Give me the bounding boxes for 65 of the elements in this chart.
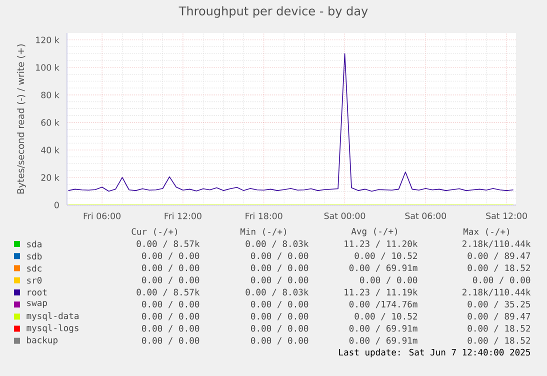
x-tick-label: Sat 06:00 <box>405 212 446 220</box>
x-tick-label: Sat 00:00 <box>324 212 366 220</box>
legend-label: mysql-logs <box>26 324 78 333</box>
text: 11.23 / 11.20k <box>344 240 418 248</box>
text: 0.00 / 0.00 <box>142 300 200 308</box>
text: 2.18k/110.44k <box>462 240 531 248</box>
x-tick-label: Fri 06:00 <box>84 212 120 220</box>
text: 0.00 / 0.00 <box>142 276 200 284</box>
x-tick-label: Fri 12:00 <box>164 212 202 220</box>
text: 0.00 / 69.91m <box>349 264 418 272</box>
text: Min (-/+) <box>240 228 286 236</box>
text: 0.00 / 0.00 <box>251 264 308 272</box>
text: 0.00 / 0.00 <box>142 252 200 260</box>
y-tick-label: 60 k <box>41 119 60 126</box>
y-tick-label: 40 k <box>41 146 60 154</box>
y-tick-label: 120 k <box>36 36 60 44</box>
text: Avg (-/+) <box>351 228 398 236</box>
text: 0.00 / 18.52 <box>468 337 530 344</box>
text: 0.00 / 0.00 <box>251 252 308 260</box>
legend-label: root <box>28 289 47 296</box>
text: 0.00 / 89.47 <box>468 312 530 320</box>
legend-label: sdb <box>27 252 42 260</box>
text: Max (-/+) <box>464 228 510 236</box>
legend-label: swap <box>27 301 47 308</box>
text: 2.18k/110.44k <box>462 288 531 296</box>
text: Last update: Sat Jun 7 12:40:00 2025 <box>339 348 530 358</box>
y-tick-label: 20 k <box>41 174 60 181</box>
text: 0.00 / 0.00 <box>251 300 308 308</box>
text: Cur (-/+) <box>132 228 178 236</box>
text: 0.00 / 18.52 <box>468 264 530 272</box>
text: 0.00 / 69.91m <box>349 337 418 344</box>
text: 0.00 / 89.47 <box>468 252 530 260</box>
text: 0.00 / 0.00 <box>142 337 200 344</box>
y-tick-label: 80 k <box>41 92 60 98</box>
text: 11.23 / 11.19k <box>344 288 418 296</box>
chart-title: Throughput per device - by day <box>178 6 368 18</box>
text: 0.00 / 10.52 <box>354 312 417 320</box>
y-axis-title: Bytes/second read (-) / write (+) <box>16 44 26 194</box>
legend-label: sr0 <box>27 276 42 284</box>
text: 0.00 / 18.52 <box>468 325 530 332</box>
text: 0.00 / 0.00 <box>251 325 308 332</box>
text: 0.00 / 0.00 <box>142 312 200 320</box>
text: 0.00 / 0.00 <box>251 276 308 284</box>
y-tick-label: 0 <box>54 202 59 208</box>
x-tick-label: Sat 12:00 <box>486 212 527 220</box>
text: 0.00 / 0.00 <box>360 276 418 284</box>
text: 0.00 / 8.57k <box>136 240 200 248</box>
text: 0.00 / 0.00 <box>251 312 308 320</box>
legend-label: mysql-data <box>26 312 79 321</box>
text: 0.00 / 8.03k <box>246 288 309 296</box>
text: 0.00 / 8.03k <box>246 240 309 248</box>
text: 0.00 / 10.52 <box>354 252 417 260</box>
text: 0.00 / 35.25 <box>468 300 530 308</box>
text: 0.00 / 8.57k <box>136 288 200 296</box>
legend-label: sda <box>27 240 42 248</box>
text: 0.00 /174.76m <box>349 300 418 308</box>
text: 0.00 / 0.00 <box>473 276 530 284</box>
text: 0.00 / 0.00 <box>142 264 200 272</box>
y-tick-label: 100 k <box>36 64 60 71</box>
text: 0.00 / 0.00 <box>142 325 200 332</box>
legend-label: sdc <box>27 264 42 272</box>
legend-label: backup <box>27 336 58 346</box>
x-tick-label: Fri 18:00 <box>246 212 282 220</box>
text: 0.00 / 0.00 <box>251 337 308 344</box>
text: 0.00 / 69.91m <box>349 325 418 332</box>
